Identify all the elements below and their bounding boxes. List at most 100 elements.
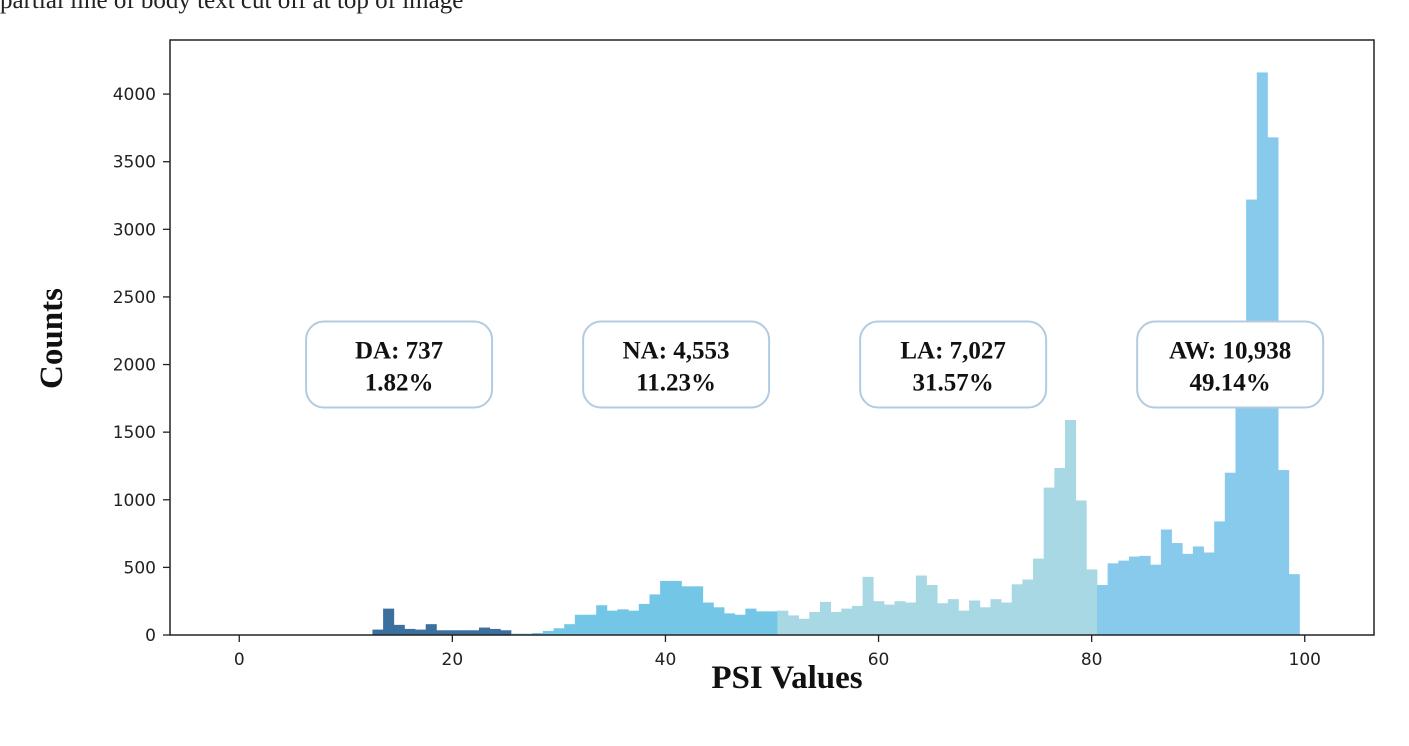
bar-la	[777, 610, 789, 635]
bar-la	[809, 612, 821, 635]
bar-aw	[1139, 555, 1151, 635]
annotation-count: AW: 10,938	[1169, 338, 1291, 365]
bar-na	[713, 607, 725, 635]
bar-da	[393, 624, 405, 635]
bar-na	[638, 603, 650, 635]
bar-la	[1001, 602, 1013, 635]
bar-na	[596, 605, 608, 635]
bar-na	[766, 611, 778, 635]
annotations-layer: DA: 737 1.82% NA: 4,553 11.23% LA: 7,027 31.5…	[305, 320, 1325, 409]
bar-da	[489, 628, 501, 635]
y-tick-label: 2500	[113, 288, 156, 308]
y-tick-label: 500	[124, 558, 156, 578]
bar-aw	[1096, 584, 1109, 635]
annotation-box: DA: 737 1.82%	[305, 320, 494, 409]
annotation-percent: 1.82%	[365, 370, 434, 397]
bar-la	[937, 603, 949, 635]
y-tick-label: 1500	[113, 423, 156, 443]
y-tick-label: 0	[145, 626, 156, 646]
bar-la	[830, 612, 842, 635]
x-tick-label: 80	[1081, 650, 1103, 670]
annotation-frame	[1136, 320, 1325, 409]
annotation-box: LA: 7,027 31.57%	[859, 320, 1048, 409]
y-axis-title: Counts	[34, 288, 70, 389]
annotation-frame	[582, 320, 771, 409]
bar-na	[681, 586, 693, 635]
bar-la	[1011, 584, 1023, 635]
bar-na	[670, 580, 682, 635]
x-tick-label: 20	[442, 650, 464, 670]
bar-aw	[1171, 543, 1183, 635]
bar-da	[457, 630, 469, 635]
bar-la	[1075, 500, 1087, 635]
bar-da	[478, 627, 491, 635]
bar-aw	[1203, 552, 1215, 635]
y-tick-label: 4000	[113, 85, 156, 105]
bar-na	[564, 624, 576, 635]
bar-na	[628, 610, 640, 635]
bar-la	[873, 601, 885, 635]
bar-aw	[1128, 556, 1140, 635]
bar-da	[468, 630, 480, 635]
bar-da	[383, 608, 395, 635]
annotation-box: AW: 10,938 49.14%	[1136, 320, 1325, 409]
bar-da	[404, 628, 416, 635]
bar-na	[553, 628, 565, 635]
bar-la	[894, 601, 906, 635]
bar-la	[819, 601, 831, 635]
bar-la	[915, 575, 927, 635]
bar-la	[1054, 467, 1066, 635]
bar-na	[585, 614, 597, 635]
bar-da	[425, 624, 437, 635]
bar-na	[542, 630, 554, 635]
bar-na	[702, 602, 714, 635]
bar-na	[532, 632, 544, 635]
partial-text-line: partial line of body text cut off at top…	[0, 0, 464, 14]
bar-la	[926, 584, 938, 635]
bar-na	[617, 609, 629, 635]
bar-aw	[1288, 574, 1300, 635]
bar-la	[798, 618, 810, 635]
bar-la	[979, 607, 991, 635]
bar-la	[862, 576, 874, 635]
annotation-frame	[859, 320, 1048, 409]
plot-frame	[169, 39, 1375, 636]
y-tick-label: 2000	[113, 356, 156, 376]
y-axis: 0 500 1000 1500 2000 2500 3000 3500 4000	[113, 85, 170, 646]
bar-aw	[1214, 521, 1226, 635]
annotation-frame	[305, 320, 494, 409]
annotation-count: LA: 7,027	[900, 338, 1006, 365]
bar-aw	[1160, 529, 1172, 635]
bar-na	[756, 611, 768, 635]
y-tick-label: 3000	[113, 220, 156, 240]
bar-la	[1043, 487, 1055, 635]
x-axis: 0 20 40 60 80 100	[234, 635, 1321, 670]
y-tick-label: 3500	[113, 153, 156, 173]
bar-la	[883, 604, 895, 635]
bar-na	[606, 610, 618, 635]
y-tick-label: 1000	[113, 491, 156, 511]
x-tick-label: 60	[868, 650, 890, 670]
bar-la	[1033, 558, 1045, 635]
bar-aw	[1278, 470, 1290, 635]
bar-la	[841, 608, 853, 635]
bar-aw	[1192, 546, 1204, 635]
bar-na	[724, 613, 736, 635]
x-tick-label: 100	[1289, 650, 1321, 670]
x-axis-title: PSI Values	[711, 660, 862, 696]
bar-da	[415, 629, 427, 635]
bar-aw	[1150, 564, 1162, 635]
bar-aw	[1182, 553, 1194, 635]
x-tick-label: 0	[234, 650, 245, 670]
bar-la	[969, 600, 981, 635]
bar-aw	[1235, 338, 1247, 635]
bar-na	[649, 594, 661, 635]
bar-na	[692, 586, 704, 635]
bar-la	[1022, 579, 1034, 635]
bar-da	[372, 629, 384, 635]
annotation-count: DA: 737	[355, 338, 443, 365]
x-tick-label: 40	[655, 650, 677, 670]
annotation-count: NA: 4,553	[623, 338, 730, 365]
bar-aw	[1107, 563, 1119, 635]
